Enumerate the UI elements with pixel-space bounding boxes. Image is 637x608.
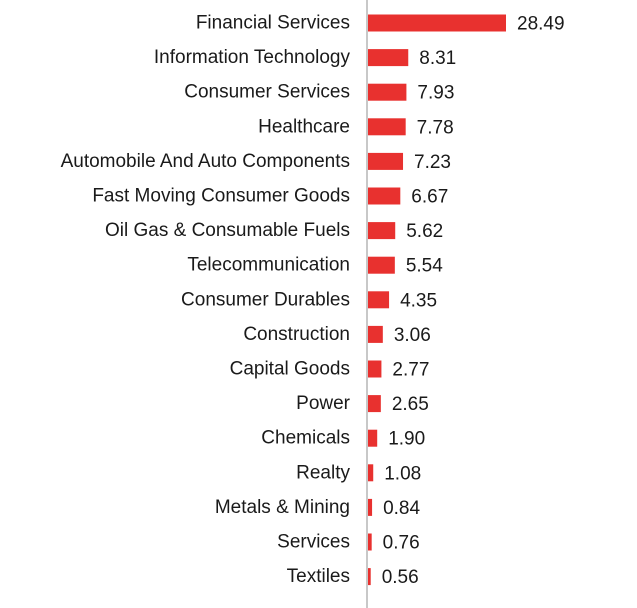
- value-label: 28.49: [517, 14, 565, 35]
- value-label: 8.31: [419, 48, 456, 69]
- value-label: 1.90: [388, 429, 425, 450]
- bar-11: [368, 395, 381, 413]
- bar-2: [368, 83, 407, 101]
- bar-4: [368, 152, 404, 170]
- category-label: Textiles: [287, 566, 350, 587]
- category-label: Oil Gas & Consumable Fuels: [105, 220, 350, 241]
- value-label: 2.65: [392, 394, 429, 415]
- category-label: Metals & Mining: [215, 497, 350, 518]
- category-label: Services: [277, 532, 350, 553]
- bar-1: [368, 49, 409, 67]
- bar-15: [368, 533, 372, 551]
- category-label: Chemicals: [261, 428, 350, 449]
- bar-3: [368, 118, 406, 136]
- category-label: Healthcare: [258, 116, 350, 137]
- bar-13: [368, 464, 374, 482]
- bar-8: [368, 291, 390, 309]
- bar-10: [368, 360, 382, 378]
- value-label: 7.23: [414, 152, 451, 173]
- bar-12: [368, 429, 378, 447]
- value-label: 0.76: [383, 533, 420, 554]
- bar-9: [368, 325, 383, 343]
- value-label: 1.08: [384, 463, 421, 484]
- value-label: 3.06: [394, 325, 431, 346]
- category-label: Financial Services: [196, 13, 350, 34]
- bar-16: [368, 568, 371, 586]
- bar-7: [368, 256, 395, 274]
- value-label: 2.77: [392, 360, 429, 381]
- value-label: 5.54: [406, 256, 443, 277]
- category-label: Consumer Durables: [181, 289, 350, 310]
- value-label: 5.62: [406, 221, 443, 242]
- category-label: Construction: [243, 324, 350, 345]
- category-label: Power: [296, 393, 351, 414]
- category-label: Telecommunication: [187, 255, 350, 276]
- category-label: Realty: [296, 462, 350, 483]
- value-label: 0.56: [382, 567, 419, 588]
- bar-0: [368, 14, 506, 32]
- bar-6: [368, 222, 396, 240]
- value-label: 6.67: [411, 187, 448, 208]
- value-label: 0.84: [383, 498, 420, 519]
- category-label: Information Technology: [154, 47, 351, 68]
- bars-layer: [368, 14, 506, 586]
- value-labels: 28.49 8.31 7.93 7.78 7.23 6.67 5.62 5.54 4.35 3.0…: [382, 14, 565, 589]
- category-label: Fast Moving Consumer Goods: [92, 186, 350, 207]
- category-labels: Financial Services Information Technology…: [61, 13, 351, 588]
- value-label: 4.35: [400, 290, 437, 311]
- category-label: Automobile And Auto Components: [61, 151, 350, 172]
- bar-5: [368, 187, 401, 205]
- value-label: 7.93: [417, 83, 454, 104]
- category-label: Capital Goods: [230, 359, 350, 380]
- value-label: 7.78: [417, 117, 454, 138]
- bar-14: [368, 498, 373, 516]
- category-label: Consumer Services: [184, 82, 350, 103]
